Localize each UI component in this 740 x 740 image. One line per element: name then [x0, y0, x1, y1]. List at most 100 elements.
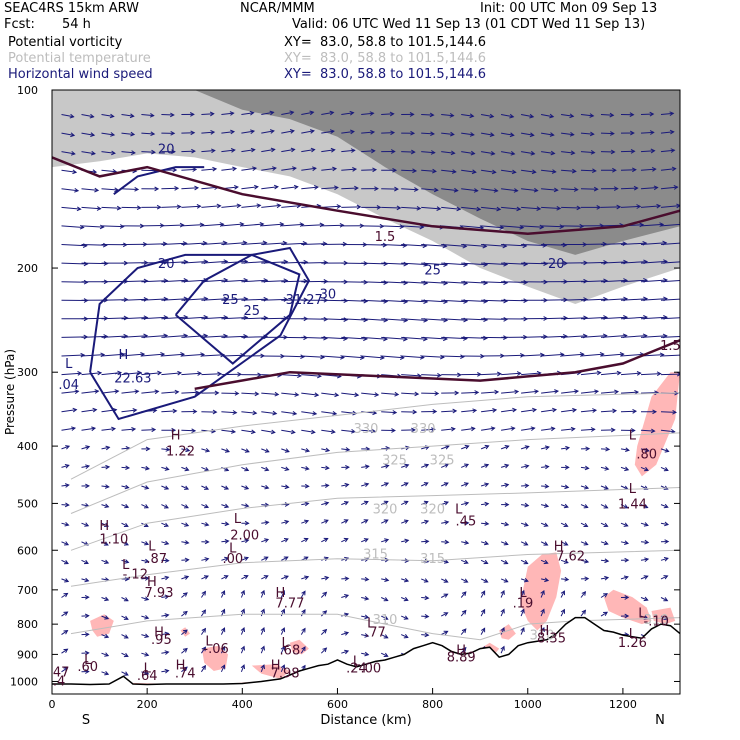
wind-vector-head	[503, 298, 509, 304]
wind-vector-head	[333, 185, 339, 191]
wind-vector-head	[220, 590, 226, 596]
wind-vector	[341, 448, 350, 451]
wind-vector-head	[583, 522, 589, 527]
wind-vector	[401, 597, 408, 601]
wind-vector-head	[643, 522, 649, 527]
wind-vector	[61, 445, 70, 450]
wind-vector	[200, 665, 206, 673]
wind-vector-head	[314, 392, 320, 398]
wind-vector	[61, 593, 68, 598]
wind-vector-head	[289, 110, 295, 116]
wind-vector	[501, 409, 517, 413]
wind-vector	[561, 447, 570, 450]
wind-vector-head	[443, 593, 449, 598]
wind-vector-head	[301, 608, 306, 614]
pv-blob-north-mid	[520, 552, 562, 631]
wind-vector-head	[304, 519, 310, 525]
wind-vector-head	[203, 575, 209, 580]
wind-vector-head	[432, 409, 438, 414]
wind-vector	[580, 335, 607, 338]
wind-vector	[500, 578, 508, 583]
wind-vector-head	[63, 648, 69, 654]
chart-label: H	[276, 586, 286, 601]
wind-vector-head	[119, 224, 125, 229]
wind-vector	[500, 559, 508, 564]
wind-vector	[301, 336, 328, 339]
wind-vector	[81, 559, 89, 564]
wind-vector	[481, 114, 494, 118]
pv-blob-north-mid2	[603, 589, 652, 625]
wind-vector	[260, 646, 265, 654]
wind-vector	[541, 485, 549, 487]
wind-vector	[501, 484, 509, 487]
chart-label: H	[99, 519, 109, 534]
wind-vector-head	[63, 560, 69, 565]
wind-vector	[261, 556, 269, 561]
wind-vector-head	[490, 426, 496, 431]
wind-vector	[301, 520, 309, 524]
wind-vector	[260, 627, 265, 635]
wind-vector-head	[263, 315, 269, 321]
wind-vector-head	[551, 169, 557, 174]
wind-vector-head	[499, 225, 505, 230]
wind-vector-head	[474, 390, 480, 395]
wind-vector	[281, 485, 289, 488]
wind-vector	[200, 591, 206, 598]
wind-vector	[201, 373, 222, 376]
wind-vector-head	[603, 278, 609, 284]
wind-vector	[161, 485, 169, 490]
wind-vector-head	[636, 371, 642, 376]
chart-label: 7.62	[556, 550, 585, 565]
wind-vector	[161, 114, 174, 116]
wind-vector	[541, 114, 554, 118]
wind-vector	[161, 651, 169, 654]
wind-vector	[121, 390, 139, 394]
wind-vector	[461, 318, 488, 321]
wind-vector-head	[444, 463, 450, 468]
wind-vector	[101, 317, 128, 320]
wind-vector	[400, 634, 409, 638]
wind-vector-head	[123, 315, 129, 321]
wind-vector	[81, 225, 104, 228]
wind-vector-head	[102, 242, 108, 248]
wind-vector-head	[364, 596, 370, 601]
wind-vector-head	[323, 519, 329, 524]
wind-vector	[281, 148, 295, 153]
wind-vector-head	[63, 592, 69, 598]
wind-vector-head	[154, 186, 160, 192]
wind-vector-head	[240, 645, 245, 651]
wind-vector-head	[452, 408, 458, 414]
wind-vector-head	[170, 130, 176, 136]
wind-vector-head	[476, 206, 482, 212]
wind-vector	[600, 243, 627, 245]
wind-vector-head	[424, 519, 430, 525]
wind-vector	[221, 557, 229, 561]
wind-vector-head	[164, 485, 170, 490]
wind-vector	[101, 578, 109, 581]
wind-vector-head	[500, 608, 505, 614]
wind-vector-head	[352, 167, 358, 172]
wind-vector	[341, 206, 361, 208]
wind-vector	[520, 578, 529, 582]
wind-vector-head	[284, 448, 290, 453]
wind-vector	[221, 448, 230, 453]
wind-vector	[261, 298, 288, 301]
wind-vector-head	[322, 591, 328, 597]
wind-vector	[441, 132, 454, 135]
wind-vector-head	[260, 589, 265, 595]
wind-vector	[480, 609, 486, 617]
wind-vector-head	[656, 203, 662, 209]
wind-vector	[501, 114, 514, 118]
wind-vector	[421, 188, 438, 191]
wind-vector	[241, 223, 264, 227]
wind-vector	[580, 609, 586, 617]
wind-vector	[181, 522, 189, 527]
wind-vector-head	[303, 556, 309, 561]
chart-label: .04	[58, 378, 79, 393]
wind-vector-head	[244, 503, 250, 508]
wind-vector	[461, 281, 488, 284]
wind-vector-head	[424, 558, 430, 564]
wind-vector	[580, 591, 586, 598]
wind-vector-head	[344, 556, 350, 562]
chart-label: .24	[346, 661, 367, 676]
